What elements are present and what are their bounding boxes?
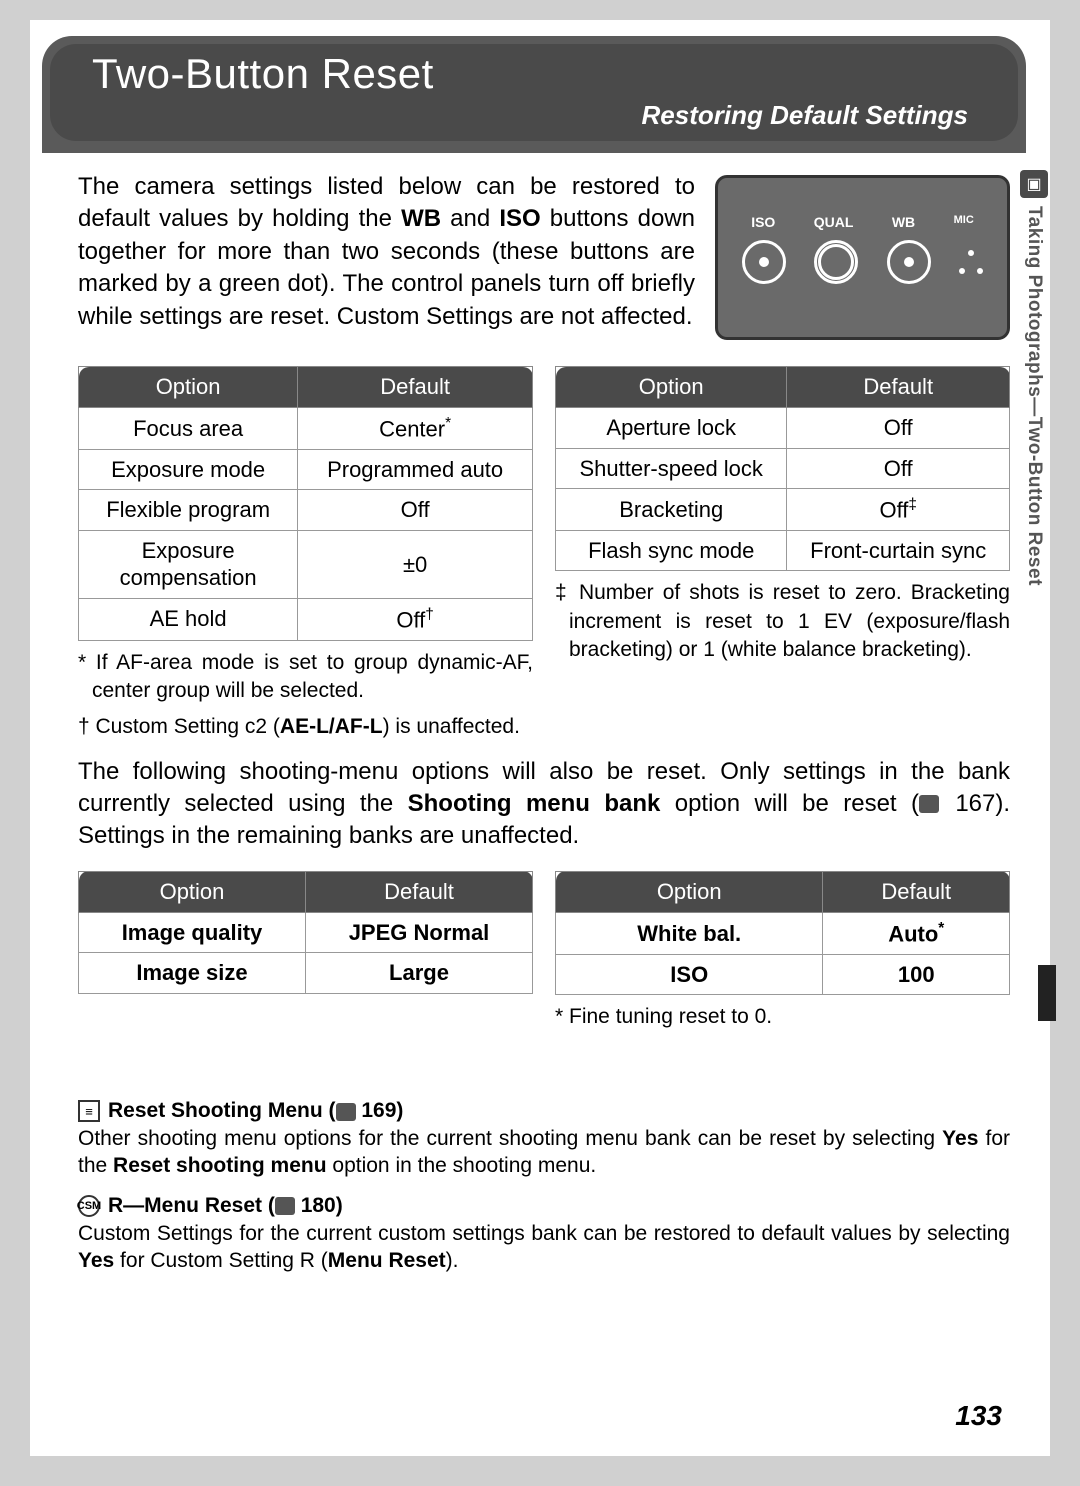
table-row: Exposurecompensation±0 — [79, 530, 533, 598]
iso-label: ISO — [751, 214, 775, 230]
info-heading: CSM R—Menu Reset ( 180) — [78, 1194, 1010, 1218]
table-header-row: Option Default — [556, 367, 1010, 408]
table-row: Exposure modeProgrammed auto — [79, 449, 533, 490]
qual-label: QUAL — [814, 214, 854, 230]
table-row: White bal.Auto* — [556, 912, 1010, 954]
camera-mode-icon: ▣ — [1020, 170, 1048, 198]
th-default: Default — [823, 871, 1010, 912]
info-menu-reset: CSM R—Menu Reset ( 180) Custom Settings … — [30, 1194, 1050, 1275]
iso-button-icon — [742, 240, 786, 284]
wb-label: WB — [892, 214, 915, 230]
table-row: Image sizeLarge — [79, 953, 533, 994]
settings-table-left: Option Default Focus areaCenter* Exposur… — [78, 366, 533, 641]
footnote-af-area: * If AF-area mode is set to group dynami… — [78, 649, 533, 706]
header-inner: Two-Button Reset Restoring Default Setti… — [50, 44, 1018, 141]
table-row: BracketingOff‡ — [556, 489, 1010, 531]
content-area: The camera settings listed below can be … — [30, 153, 1050, 1029]
page-number: 133 — [955, 1400, 1002, 1432]
mic-icon — [959, 250, 983, 274]
th-option: Option — [556, 871, 823, 912]
table-header-row: Option Default — [556, 871, 1010, 912]
manual-page: Two-Button Reset Restoring Default Setti… — [30, 20, 1050, 1456]
qual-button-icon — [814, 240, 858, 284]
info-heading: ≡ Reset Shooting Menu ( 169) — [78, 1099, 1010, 1123]
side-tab: ▣ Taking Photographs—Two-Button Reset — [1015, 170, 1053, 670]
table-row: Flexible programOff — [79, 490, 533, 531]
side-tab-label: Taking Photographs—Two-Button Reset — [1023, 206, 1045, 586]
th-default: Default — [305, 871, 532, 912]
mic-label: MIC — [954, 214, 974, 230]
th-option: Option — [79, 871, 306, 912]
menu-table-right: Option Default White bal.Auto* ISO100 — [555, 871, 1010, 995]
page-ref-icon — [919, 795, 939, 813]
camera-button-labels: ISO QUAL WB MIC — [718, 214, 1007, 230]
intro-text: The camera settings listed below can be … — [78, 171, 695, 333]
settings-table-right: Option Default Aperture lockOff Shutter-… — [555, 366, 1010, 571]
info-body: Other shooting menu options for the curr… — [78, 1125, 1010, 1180]
page-ref-icon — [336, 1103, 356, 1121]
table-row: ISO100 — [556, 954, 1010, 995]
mid-paragraph: The following shooting-menu options will… — [78, 756, 1010, 853]
th-option: Option — [556, 367, 787, 408]
table-row: Shutter-speed lockOff — [556, 448, 1010, 489]
table-row: Image qualityJPEG Normal — [79, 912, 533, 953]
csm-icon: CSM — [78, 1195, 100, 1217]
th-default: Default — [298, 367, 533, 408]
table-header-row: Option Default — [79, 871, 533, 912]
wb-button-icon — [887, 240, 931, 284]
table-header-row: Option Default — [79, 367, 533, 408]
settings-tables-row: Option Default Focus areaCenter* Exposur… — [78, 366, 1010, 742]
menu-table-left: Option Default Image qualityJPEG Normal … — [78, 871, 533, 994]
table-row: Flash sync modeFront-curtain sync — [556, 530, 1010, 571]
table-right-col: Option Default Aperture lockOff Shutter-… — [555, 366, 1010, 742]
table-row: Focus areaCenter* — [79, 408, 533, 450]
info-reset-shooting: ≡ Reset Shooting Menu ( 169) Other shoot… — [30, 1099, 1050, 1180]
info-body: Custom Settings for the current custom s… — [78, 1220, 1010, 1275]
footnote-custom-c2: † Custom Setting c2 (AE-L/AF-L) is unaff… — [78, 713, 533, 741]
page-subtitle: Restoring Default Settings — [92, 100, 988, 131]
footnote-bracketing: ‡ Number of shots is reset to zero. Brac… — [555, 579, 1010, 664]
table-row: Aperture lockOff — [556, 408, 1010, 449]
camera-buttons-row — [718, 240, 1007, 284]
camera-illustration: ISO QUAL WB MIC — [715, 175, 1010, 340]
table2-right-col: Option Default White bal.Auto* ISO100 * … — [555, 871, 1010, 1029]
table2-left-col: Option Default Image qualityJPEG Normal … — [78, 871, 533, 1029]
table-row: AE holdOff† — [79, 598, 533, 640]
page-title: Two-Button Reset — [92, 50, 988, 98]
th-default: Default — [787, 367, 1010, 408]
page-ref-icon — [275, 1197, 295, 1215]
intro-block: The camera settings listed below can be … — [78, 171, 1010, 340]
footnote-fine-tuning: * Fine tuning reset to 0. — [555, 1005, 1010, 1029]
th-option: Option — [79, 367, 298, 408]
menu-tables-row: Option Default Image qualityJPEG Normal … — [78, 871, 1010, 1029]
table-left-col: Option Default Focus areaCenter* Exposur… — [78, 366, 533, 742]
menu-icon: ≡ — [78, 1100, 100, 1122]
thumb-index-tab — [1038, 965, 1056, 1021]
header-band: Two-Button Reset Restoring Default Setti… — [42, 36, 1026, 153]
